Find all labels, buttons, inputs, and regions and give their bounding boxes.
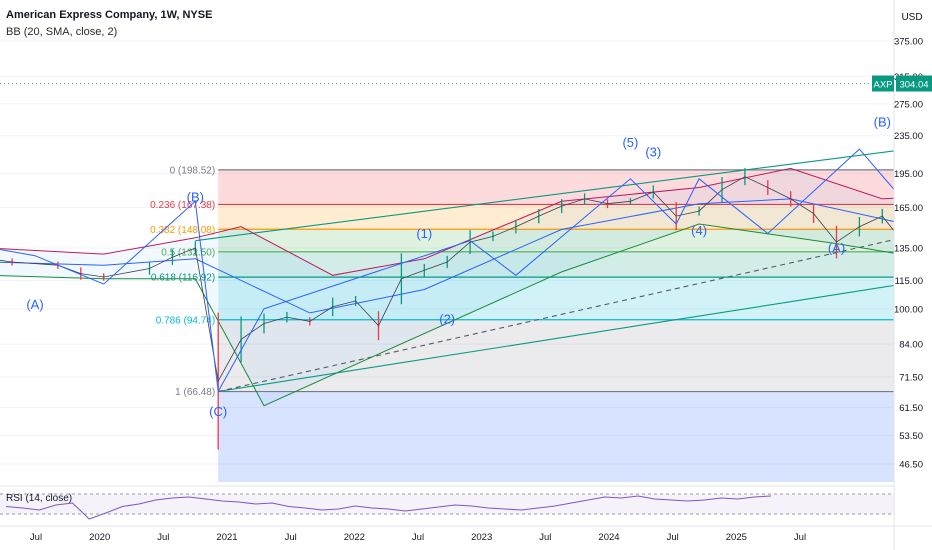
price-axis-bg: [894, 0, 932, 550]
price-tick-11: 61.50: [899, 403, 923, 414]
price-tick-12: 53.50: [899, 431, 923, 442]
time-tick-0: Jul: [30, 532, 42, 543]
time-tick-9: 2024: [598, 532, 619, 543]
wave-label-2: (C): [209, 404, 227, 419]
elliott-wave-layer: (A)(B)(C)(1)(2)(3)(4)(5)(A)(B)(C)(1)(2)(…: [0, 114, 932, 419]
channel-upper-line: [195, 145, 932, 242]
time-tick-2: Jul: [157, 532, 169, 543]
fib-1-level-label-6: 1 (66.48): [175, 387, 215, 398]
time-tick-4: Jul: [285, 532, 297, 543]
fib-1-zone-3: [218, 251, 932, 278]
wave-label-4: (2): [439, 312, 455, 327]
wave-label-0: (A): [26, 297, 43, 312]
fib-1-extension-zone: [218, 391, 932, 482]
rsi-line: [5, 495, 772, 520]
wave-label-3: (1): [416, 226, 432, 241]
fib-1-level-label-5: 0.786 (94.74): [156, 315, 216, 326]
wave-label-8: (A): [828, 241, 845, 256]
bb-fill: [0, 168, 932, 406]
symbol-badge: [872, 75, 894, 92]
price-tick-4: 195.00: [894, 169, 923, 180]
time-tick-3: 2021: [216, 532, 237, 543]
price-tick-3: 235.00: [894, 131, 923, 142]
wave-label-9: (B): [874, 114, 891, 129]
fib-1-level-label-4: 0.618 (116.92): [151, 273, 215, 284]
wave-label-5: (3): [645, 145, 661, 160]
price-tick-6: 135.00: [894, 244, 923, 255]
rsi-pane: RSI (14, close)80.0040.00: [0, 485, 932, 521]
currency-label: USD: [901, 12, 922, 23]
fib-1-zone-2: [218, 229, 932, 252]
fib-1-level-label-3: 0.5 (132.50): [161, 247, 215, 258]
wave-label-7: (5): [622, 135, 638, 150]
price-tick-7: 115.00: [895, 276, 923, 287]
wave-label-6: (4): [691, 223, 707, 238]
symbol-label: AXP: [873, 80, 892, 91]
rsi-label: RSI (14, close): [6, 493, 72, 504]
time-tick-7: 2023: [471, 532, 492, 543]
price-tick-5: 165.00: [894, 203, 923, 214]
time-tick-12: Jul: [794, 532, 806, 543]
time-tick-6: Jul: [412, 532, 424, 543]
price-tick-8: 100.00: [894, 304, 923, 315]
channel-layer: [195, 145, 932, 393]
price-line: [0, 176, 932, 383]
time-tick-5: 2022: [344, 532, 365, 543]
channel-lower-line: [218, 278, 932, 393]
price-tick-2: 275.00: [894, 99, 923, 110]
time-tick-10: Jul: [667, 532, 679, 543]
time-tick-8: Jul: [539, 532, 551, 543]
price-tick-0: 375.00: [894, 37, 923, 48]
bb-basis-line: [0, 198, 932, 314]
elliott-wave-path: [0, 148, 932, 394]
fib-1-zone-5: [218, 319, 932, 392]
time-tick-1: 2020: [89, 532, 110, 543]
last-price-badge: [896, 75, 932, 92]
last-price-value: 304.04: [899, 80, 928, 91]
fib-1-level-label-1: 0.236 (167.38): [150, 200, 215, 211]
bb-upper-line: [0, 167, 932, 276]
indicator-label[interactable]: BB (20, SMA, close, 2): [6, 26, 118, 38]
rsi-band: [0, 494, 894, 514]
fib-1-level-label-2: 0.382 (148.08): [150, 225, 215, 236]
wave-label-1: (B): [187, 189, 204, 204]
time-tick-11: 2025: [726, 532, 747, 543]
price-tick-10: 71.50: [899, 372, 923, 383]
channel-median-line: [218, 230, 932, 393]
chart-title: American Express Company, 1W, NYSE: [6, 9, 213, 21]
price-series-layer: [0, 168, 932, 450]
background-layer: [0, 40, 894, 465]
price-tick-13: 46.50: [899, 460, 923, 471]
price-tick-9: 84.00: [899, 340, 923, 351]
fib-1-level-label-0: 0 (198.52): [170, 165, 216, 176]
